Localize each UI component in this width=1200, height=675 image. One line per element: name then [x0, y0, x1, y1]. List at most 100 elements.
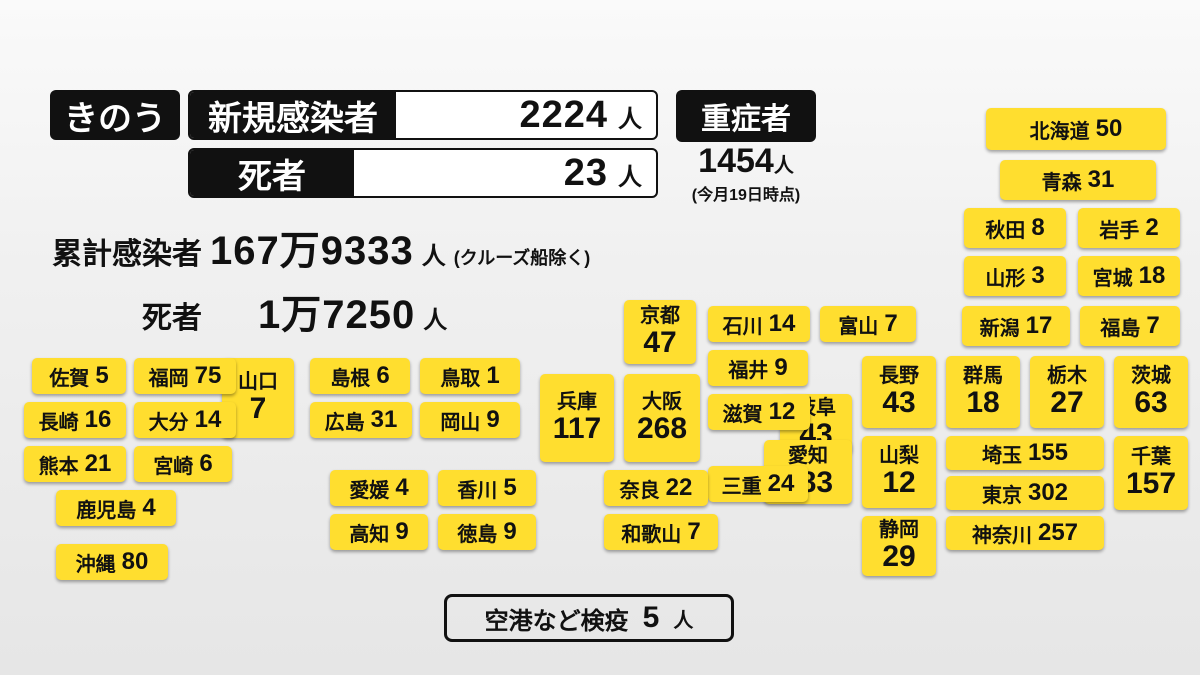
pref-value: 9: [486, 406, 499, 434]
quarantine-unit: 人: [673, 604, 693, 633]
pref-name: 沖縄: [76, 548, 116, 577]
pref-value: 117: [553, 413, 601, 445]
cum-cases-value: 167万9333: [210, 218, 414, 276]
pref-tile-静岡: 静岡29: [862, 516, 936, 576]
pref-name: 福井: [728, 354, 768, 383]
pref-tile-山梨: 山梨12: [862, 436, 936, 508]
pref-tile-大分: 大分14: [134, 402, 236, 438]
pref-name: 青森: [1042, 166, 1082, 195]
pref-name: 島根: [330, 362, 370, 391]
cumulative-block: 累計感染者 167万9333 人 (クルーズ船除く) 死者 1万7250 人: [52, 218, 590, 340]
pref-name: 富山: [838, 310, 878, 339]
pref-name: 滋賀: [723, 398, 763, 427]
pref-tile-長崎: 長崎16: [24, 402, 126, 438]
pref-value: 16: [85, 406, 112, 434]
pref-tile-鳥取: 鳥取1: [420, 358, 520, 394]
pref-value: 12: [769, 398, 796, 426]
pref-name: 佐賀: [49, 362, 89, 391]
pref-value: 14: [195, 406, 222, 434]
pref-name: 山口: [238, 372, 278, 393]
pref-name: 栃木: [1047, 366, 1087, 387]
pref-name: 熊本: [39, 450, 79, 479]
quarantine-label: 空港など検疫: [485, 601, 629, 636]
pref-name: 埼玉: [982, 439, 1022, 468]
pref-tile-熊本: 熊本21: [24, 446, 126, 482]
severe-value: 1454人: [676, 142, 816, 181]
pref-value: 50: [1096, 115, 1123, 143]
new-cases-label: 新規感染者: [190, 92, 396, 138]
pref-value: 9: [395, 518, 408, 546]
pref-name: 新潟: [980, 312, 1020, 341]
pref-value: 302: [1028, 479, 1068, 507]
pref-tile-奈良: 奈良22: [604, 470, 708, 506]
pref-name: 宮城: [1093, 262, 1133, 291]
pref-tile-長野: 長野43: [862, 356, 936, 428]
yesterday-label: きのう: [64, 91, 166, 140]
pref-name: 徳島: [457, 518, 497, 547]
pref-tile-島根: 島根6: [310, 358, 410, 394]
new-cases-value: 2224: [396, 94, 618, 137]
pref-tile-高知: 高知9: [330, 514, 428, 550]
pref-tile-愛媛: 愛媛4: [330, 470, 428, 506]
pref-tile-千葉: 千葉157: [1114, 436, 1188, 510]
pref-name: 千葉: [1131, 447, 1171, 468]
severe-label: 重症者: [676, 90, 816, 142]
pref-name: 広島: [325, 406, 365, 435]
pref-name: 鹿児島: [76, 494, 136, 523]
pref-tile-新潟: 新潟17: [962, 306, 1070, 346]
pref-name: 岡山: [440, 406, 480, 435]
pref-value: 5: [503, 474, 516, 502]
cum-deaths-label: 死者: [142, 293, 202, 337]
pref-name: 山梨: [879, 446, 919, 467]
pref-value: 47: [643, 327, 676, 359]
pref-tile-沖縄: 沖縄80: [56, 544, 168, 580]
pref-name: 奈良: [620, 474, 660, 503]
pref-value: 9: [774, 354, 787, 382]
pref-name: 大分: [149, 406, 189, 435]
pref-tile-佐賀: 佐賀5: [32, 358, 126, 394]
pref-value: 2: [1145, 214, 1158, 242]
pref-tile-鹿児島: 鹿児島4: [56, 490, 176, 526]
pref-value: 157: [1126, 468, 1176, 500]
cum-cases-unit: 人: [422, 236, 446, 271]
pref-value: 24: [768, 470, 795, 498]
pref-tile-秋田: 秋田8: [964, 208, 1066, 248]
pref-tile-広島: 広島31: [310, 402, 412, 438]
pref-name: 東京: [982, 479, 1022, 508]
pref-tile-福井: 福井9: [708, 350, 808, 386]
pref-value: 257: [1038, 519, 1078, 547]
pref-value: 22: [666, 474, 693, 502]
deaths-unit: 人: [618, 157, 656, 196]
pref-tile-和歌山: 和歌山7: [604, 514, 718, 550]
pref-name: 愛知: [788, 446, 828, 467]
pref-tile-三重: 三重24: [708, 466, 808, 502]
pref-value: 12: [882, 467, 915, 499]
pref-value: 18: [1139, 262, 1166, 290]
yesterday-pill: きのう: [50, 90, 180, 140]
pref-value: 7: [687, 518, 700, 546]
pref-value: 1: [486, 362, 499, 390]
deaths-label: 死者: [190, 150, 354, 196]
pref-tile-宮崎: 宮崎6: [134, 446, 232, 482]
pref-name: 兵庫: [557, 392, 597, 413]
pref-value: 5: [95, 362, 108, 390]
pref-tile-栃木: 栃木27: [1030, 356, 1104, 428]
pref-value: 80: [122, 548, 149, 576]
pref-value: 14: [769, 310, 796, 338]
new-cases-pill: 新規感染者 2224 人: [188, 90, 658, 140]
pref-name: 山形: [985, 262, 1025, 291]
pref-name: 秋田: [985, 214, 1025, 243]
pref-name: 長崎: [39, 406, 79, 435]
pref-name: 神奈川: [972, 519, 1032, 548]
pref-value: 27: [1050, 387, 1083, 419]
pref-value: 43: [882, 387, 915, 419]
severe-note: (今月19日時点): [676, 181, 816, 205]
pref-value: 4: [395, 474, 408, 502]
pref-name: 宮崎: [153, 450, 193, 479]
pref-name: 大阪: [642, 392, 682, 413]
deaths-pill: 死者 23 人: [188, 148, 658, 198]
pref-name: 福岡: [149, 362, 189, 391]
pref-value: 155: [1028, 439, 1068, 467]
pref-name: 北海道: [1030, 115, 1090, 144]
pref-value: 21: [85, 450, 112, 478]
